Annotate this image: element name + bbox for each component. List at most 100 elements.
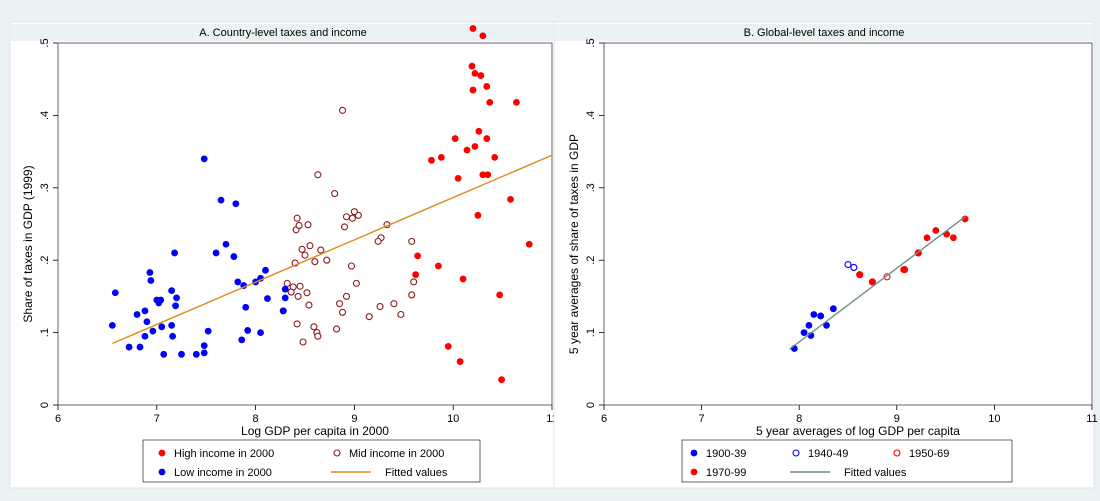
data-point xyxy=(338,308,347,316)
fitted-line xyxy=(789,216,966,350)
data-point xyxy=(200,342,208,350)
chart-panel-b: B. Global-level taxes and income 6 7 8 9 10 11… xyxy=(553,21,1098,489)
data-point xyxy=(303,289,311,297)
data-point xyxy=(279,307,287,315)
data-point xyxy=(146,269,154,276)
y-tick-label: .4 xyxy=(39,111,51,120)
data-point xyxy=(242,303,250,311)
data-point xyxy=(810,311,818,318)
data-point xyxy=(338,106,347,114)
y-axis-label: 5 year averages of share of taxes in GDP xyxy=(567,134,581,354)
data-point xyxy=(287,288,295,296)
data-point xyxy=(200,349,208,357)
data-point xyxy=(342,213,351,221)
legend-label: Fitted values xyxy=(844,467,907,479)
y-tick-label: .2 xyxy=(585,256,597,265)
data-point xyxy=(217,196,225,204)
data-point xyxy=(136,343,144,351)
data-point xyxy=(168,321,176,329)
legend-marker xyxy=(158,449,166,457)
data-point xyxy=(212,249,220,257)
data-point xyxy=(352,279,360,287)
data-point xyxy=(856,271,864,279)
legend-label: 1940-49 xyxy=(808,448,848,460)
data-point xyxy=(143,318,151,326)
data-point xyxy=(474,211,482,219)
data-point xyxy=(376,302,384,311)
data-point xyxy=(869,278,876,286)
series-4 xyxy=(112,154,553,345)
x-tick-label: 9 xyxy=(894,413,900,425)
data-point xyxy=(468,62,476,70)
data-point xyxy=(456,358,464,365)
data-point xyxy=(314,171,322,179)
x-axis-label: Log GDP per capita in 2000 xyxy=(241,424,389,438)
legend-label: Fitted values xyxy=(385,467,448,479)
data-point xyxy=(230,253,238,260)
data-point xyxy=(347,262,355,270)
data-point xyxy=(900,266,908,274)
data-point xyxy=(498,376,506,384)
y-tick-label: .5 xyxy=(585,38,597,47)
data-point xyxy=(333,325,341,333)
data-point xyxy=(147,277,155,284)
data-point xyxy=(342,292,351,300)
data-point xyxy=(365,313,373,321)
data-point xyxy=(314,332,322,340)
x-tick-label: 8 xyxy=(796,413,802,425)
data-point xyxy=(412,271,420,279)
x-tick-label: 9 xyxy=(351,413,357,425)
data-point xyxy=(340,223,349,231)
legend-label: 1950-69 xyxy=(909,448,949,460)
x-tick-label: 6 xyxy=(55,413,61,425)
data-point xyxy=(463,146,471,154)
panel-title-bar xyxy=(554,24,1094,41)
data-point xyxy=(296,282,304,290)
data-point xyxy=(805,321,813,329)
legend-marker xyxy=(333,449,341,457)
data-point xyxy=(348,214,356,222)
data-point xyxy=(483,135,491,142)
plot-area xyxy=(603,42,1093,406)
legend-label: Low income in 2000 xyxy=(174,467,272,479)
legend-marker xyxy=(690,468,698,476)
series-3 xyxy=(108,155,289,358)
data-point xyxy=(204,327,212,335)
data-point xyxy=(923,234,931,242)
data-point xyxy=(390,300,398,308)
data-point xyxy=(410,278,418,286)
data-point xyxy=(264,295,271,302)
data-point xyxy=(800,329,808,336)
legend-box xyxy=(681,439,1013,483)
data-point xyxy=(111,289,119,297)
data-point xyxy=(408,237,416,245)
data-point xyxy=(477,72,485,79)
data-point xyxy=(479,171,487,179)
data-point xyxy=(157,296,165,304)
data-point xyxy=(491,153,499,161)
data-point xyxy=(486,98,494,106)
legend-label: Mid income in 2000 xyxy=(349,448,444,460)
data-point xyxy=(374,237,382,245)
data-point xyxy=(238,336,246,344)
x-tick-label: 6 xyxy=(601,413,607,425)
data-point xyxy=(471,143,479,150)
data-point xyxy=(350,208,358,216)
data-point xyxy=(311,258,319,266)
data-point xyxy=(507,195,514,203)
data-point xyxy=(305,301,313,309)
data-point xyxy=(293,320,301,328)
legend-marker xyxy=(893,449,901,457)
data-point xyxy=(950,234,957,242)
data-point xyxy=(171,249,178,257)
data-point xyxy=(451,135,459,142)
data-point xyxy=(301,251,309,259)
y-tick-label: 0 xyxy=(585,402,597,408)
data-point xyxy=(323,256,331,264)
data-point xyxy=(200,155,208,163)
x-tick-label: 7 xyxy=(154,413,160,425)
data-point xyxy=(496,291,504,299)
data-point xyxy=(336,300,344,308)
legend-marker xyxy=(792,449,800,457)
